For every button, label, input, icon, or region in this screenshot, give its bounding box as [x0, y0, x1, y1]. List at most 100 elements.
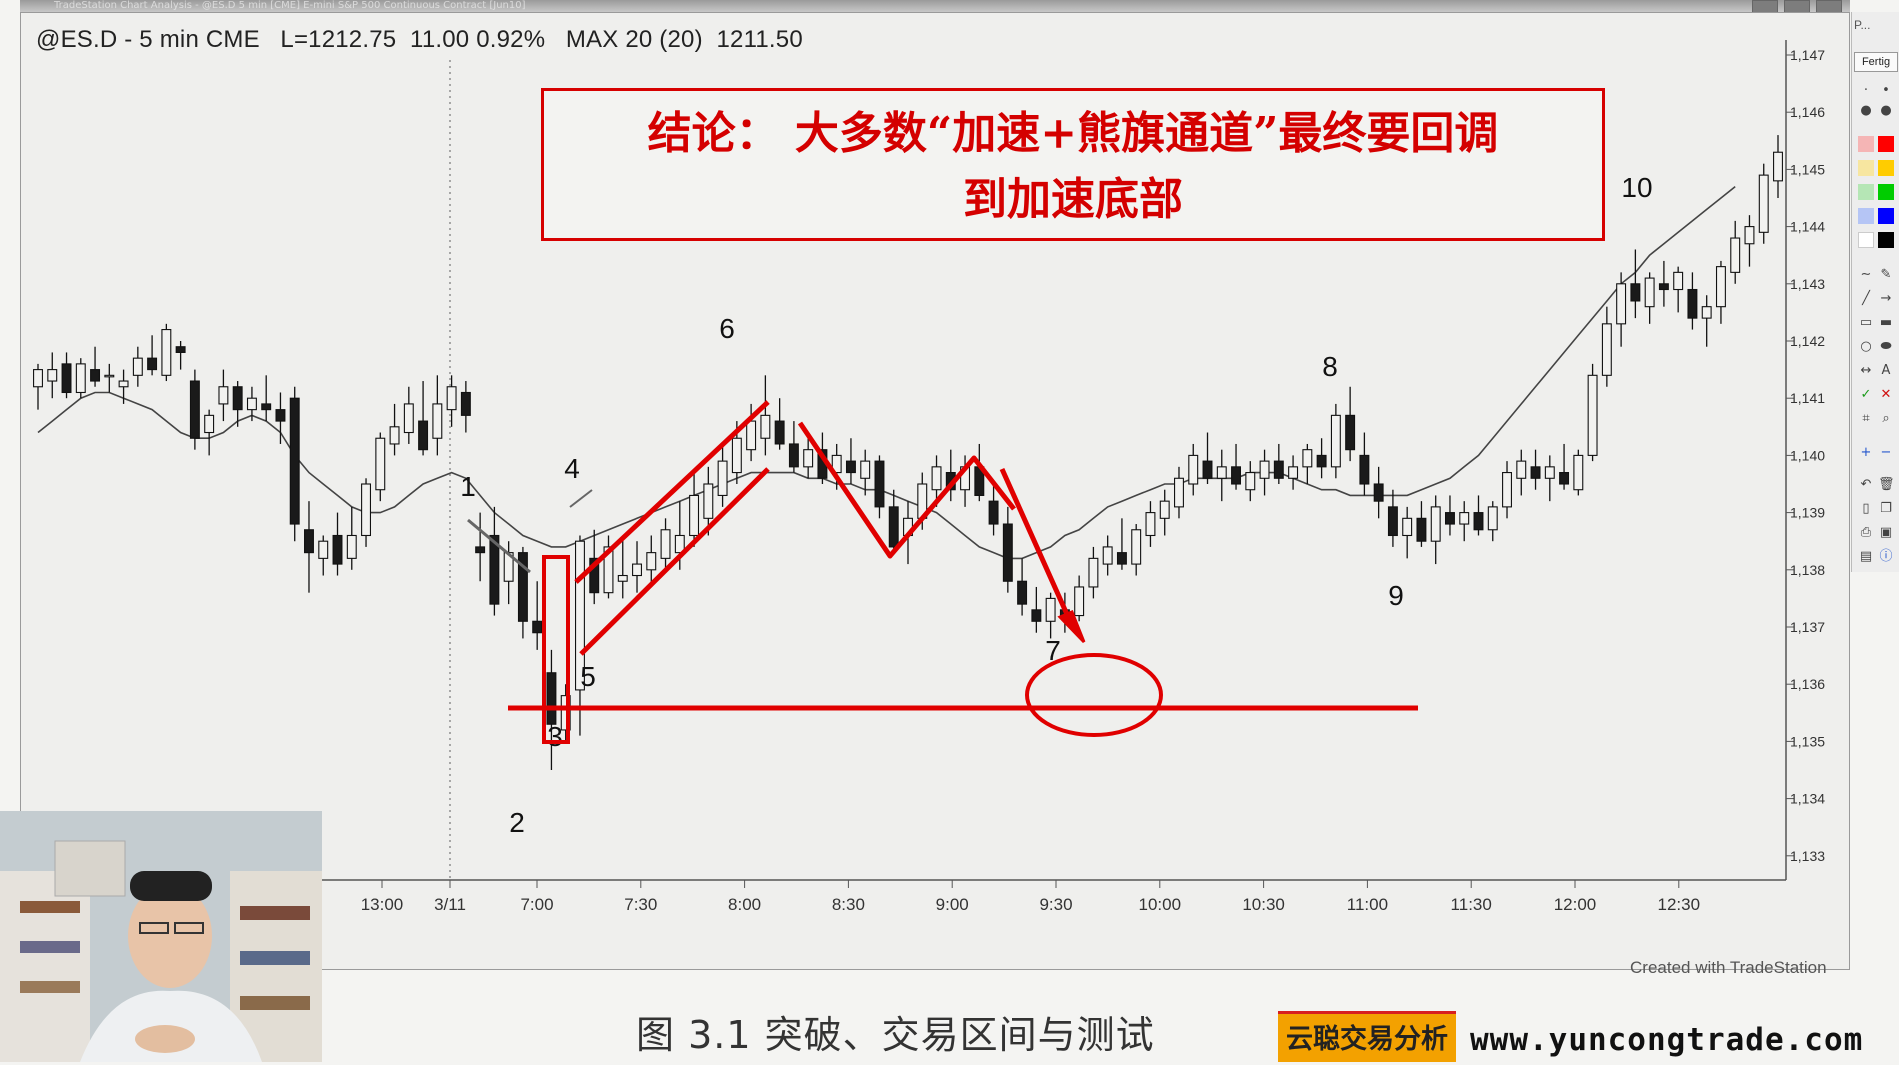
created-with-label: Created with TradeStation	[1630, 958, 1827, 977]
window-title-bar: TradeStation Chart Analysis - @ES.D 5 mi…	[20, 0, 1850, 12]
price-tick-label: 1,134	[1790, 791, 1825, 807]
copy-icon[interactable]: ❐	[1880, 501, 1892, 516]
candle-body	[1216, 466, 1227, 479]
minimize-button[interactable]	[1752, 0, 1778, 12]
color-swatch-green[interactable]	[1878, 184, 1894, 200]
candle-body	[1530, 466, 1541, 479]
cross-icon[interactable]: ✕	[1880, 387, 1892, 402]
time-tick-label: 12:30	[1658, 895, 1701, 914]
color-swatch-blue[interactable]	[1878, 208, 1894, 224]
color-swatch-light-green[interactable]	[1858, 184, 1874, 200]
dot-xlarge-icon[interactable]: ●	[1880, 103, 1892, 118]
candle-body	[703, 483, 714, 519]
dot-large-icon[interactable]: ●	[1860, 103, 1872, 118]
candle-body	[1516, 460, 1527, 479]
candle-body	[90, 369, 101, 382]
screen-icon[interactable]: ▣	[1879, 525, 1893, 540]
check-icon[interactable]: ✓	[1860, 387, 1872, 402]
price-tick-label: 1,137	[1790, 619, 1825, 635]
candle-body	[332, 534, 343, 565]
candle-body	[1202, 460, 1213, 479]
dot-medium-icon[interactable]: •	[1882, 83, 1890, 98]
price-tick-label: 1,145	[1790, 161, 1825, 177]
filled-rectangle-icon[interactable]: ▬	[1879, 315, 1893, 330]
annotation-arrow-shaft	[999, 467, 1077, 632]
undo-icon[interactable]: ↶	[1860, 477, 1872, 492]
bar-number-label: 6	[719, 313, 735, 344]
window-controls	[1752, 0, 1842, 12]
minus-icon[interactable]: −	[1880, 445, 1892, 460]
candle-body	[1373, 483, 1384, 502]
arrow-icon[interactable]: →	[1880, 291, 1892, 306]
maximize-button[interactable]	[1784, 0, 1810, 12]
price-chart: 1,133 1,134 1,135 1,136 1,137 1,138 1,139 1,140…	[30, 40, 1825, 914]
color-swatch-light-blue[interactable]	[1858, 208, 1874, 224]
color-swatch-light-yellow[interactable]	[1858, 160, 1874, 176]
conclusion-annotation: 结论： 大多数“加速+熊旗通道”最终要回调 到加速底部	[541, 88, 1605, 241]
candle-body	[432, 403, 443, 439]
price-tick-label: 1,139	[1790, 505, 1825, 521]
zoom-icon[interactable]: ⌕	[1882, 411, 1890, 426]
color-swatch-light-red[interactable]	[1858, 136, 1874, 152]
dot-small-icon[interactable]: ·	[1863, 83, 1869, 98]
annotation-zigzag-path	[797, 421, 1016, 559]
bar-number-label: 5	[580, 661, 596, 692]
text-tool-icon[interactable]: A	[1881, 363, 1891, 378]
candle-body	[1559, 472, 1570, 485]
candle-body	[931, 466, 942, 491]
done-button[interactable]: Fertig	[1854, 52, 1898, 72]
candle-body	[304, 529, 314, 554]
color-swatch-yellow[interactable]	[1878, 160, 1894, 176]
bar-number-label: 9	[1388, 580, 1404, 611]
new-page-icon[interactable]: ▯	[1862, 501, 1870, 516]
print-icon[interactable]: ⎙	[1860, 525, 1872, 540]
close-button[interactable]	[1816, 0, 1842, 12]
candle-body	[289, 397, 300, 525]
candle-body	[1730, 237, 1741, 273]
color-swatch-red[interactable]	[1878, 136, 1894, 152]
candle-body	[1302, 449, 1313, 468]
candle-body	[1416, 517, 1427, 542]
bar-number-label: 7	[1045, 635, 1061, 666]
candle-body	[1116, 552, 1127, 565]
ellipse-icon[interactable]: ○	[1860, 339, 1872, 354]
price-tick-label: 1,143	[1790, 276, 1825, 292]
rectangle-icon[interactable]: ▭	[1859, 315, 1873, 330]
pen-icon[interactable]: ✎	[1880, 267, 1892, 282]
candle-body	[460, 391, 471, 416]
price-tick-label: 1,135	[1790, 733, 1825, 749]
candle-body	[403, 403, 414, 434]
filled-ellipse-icon[interactable]: ⬬	[1880, 339, 1892, 354]
bar-number-label: 10	[1621, 172, 1652, 203]
candle-body	[346, 534, 357, 559]
trash-icon[interactable]: 🗑	[1878, 477, 1895, 492]
candle-body	[546, 672, 557, 725]
plus-icon[interactable]: +	[1860, 445, 1872, 460]
image-icon[interactable]: ▤	[1859, 549, 1873, 564]
candle-body	[1345, 414, 1356, 451]
crop-icon[interactable]: ⌗	[1862, 411, 1870, 426]
leg-one-line	[467, 518, 531, 574]
candle-body	[689, 494, 700, 537]
annotation-test-circle	[1025, 653, 1163, 737]
color-swatch-white[interactable]	[1858, 232, 1874, 248]
line-icon[interactable]: ╱	[1862, 291, 1870, 306]
candle-body	[517, 552, 528, 622]
candle-body	[1758, 174, 1769, 233]
bar-number-label: 2	[509, 807, 525, 838]
candle-body	[574, 540, 585, 691]
double-arrow-icon[interactable]: ↔	[1860, 363, 1872, 378]
price-tick-label: 1,133	[1790, 848, 1825, 864]
candle-body	[489, 534, 500, 605]
conclusion-line-2: 到加速底部	[963, 174, 1183, 225]
candle-body	[845, 460, 856, 474]
info-icon[interactable]: ⓘ	[1879, 549, 1893, 564]
candle-body	[746, 420, 757, 451]
candle-body	[1359, 454, 1370, 485]
freehand-icon[interactable]: ∼	[1860, 267, 1872, 282]
candle-body	[446, 386, 457, 411]
color-swatch-black[interactable]	[1878, 232, 1894, 248]
panel-title: P...	[1854, 18, 1871, 32]
candle-body	[1316, 454, 1327, 468]
candle-body	[674, 534, 685, 554]
